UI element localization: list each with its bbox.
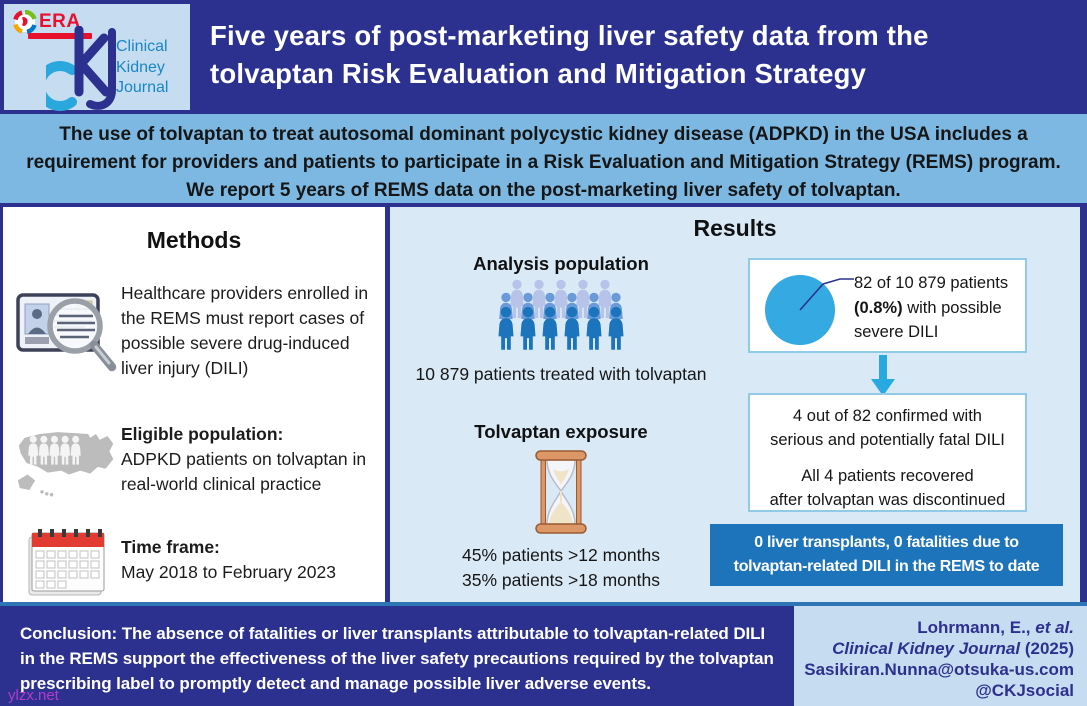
main-content: Methods xyxy=(0,207,1087,602)
methods-panel: Methods xyxy=(0,207,390,602)
dili-line1: 82 of 10 879 patients xyxy=(854,274,1009,292)
confirmed-line: 4 out of 82 confirmed with xyxy=(793,407,982,425)
page-title-line2: tolvaptan Risk Evaluation and Mitigation… xyxy=(210,58,867,89)
method-item-body: ADPKD patients on tolvaptan in real-worl… xyxy=(121,449,367,494)
method-item-body: Healthcare providers enrolled in the REM… xyxy=(121,283,369,378)
citation-year: (2025) xyxy=(1020,639,1074,658)
pie-chart-icon xyxy=(750,260,854,351)
population-crowd-icon xyxy=(498,279,624,350)
method-item-lead: Time frame: xyxy=(121,537,220,557)
calendar-icon xyxy=(13,525,121,599)
method-item-lead: Eligible population: xyxy=(121,424,284,444)
study-summary: The use of tolvaptan to treat autosomal … xyxy=(0,114,1087,207)
results-middle-column: Analysis population 10 879 patients trea… xyxy=(400,253,722,592)
zero-outcomes-box: 0 liver transplants, 0 fatalities due to… xyxy=(710,524,1063,586)
journal-logo: ERA Clinical Kidney Journal xyxy=(0,0,194,114)
dili-line3: severe DILI xyxy=(854,323,939,341)
conclusion-box: Conclusion: The absence of fatalities or… xyxy=(0,606,794,706)
report-review-magnifier-icon xyxy=(13,278,121,374)
header: ERA Clinical Kidney Journal Five years o… xyxy=(0,0,1087,114)
exposure-line: 45% patients >12 months xyxy=(462,545,660,565)
era-swirl-icon xyxy=(13,10,37,34)
method-item-timeframe: Time frame: May 2018 to February 2023 xyxy=(3,525,385,599)
citation-social-handle: @CKJsocial xyxy=(975,681,1074,700)
confirmed-line: All 4 patients recovered xyxy=(801,467,974,485)
exposure-line: 35% patients >18 months xyxy=(462,569,660,590)
down-arrow-icon xyxy=(871,355,895,396)
analysis-population-title: Analysis population xyxy=(473,253,649,274)
dili-line2-rest: with possible xyxy=(902,298,1002,317)
method-item-text: Time frame: May 2018 to February 2023 xyxy=(121,525,336,585)
journal-name-line: Journal xyxy=(116,79,169,96)
method-item-text: Eligible population: ADPKD patients on to… xyxy=(121,419,381,497)
confirmed-line: after tolvaptan was discontinued xyxy=(769,490,1006,509)
confirmed-line: serious and potentially fatal DILI xyxy=(770,430,1005,449)
page-title-line1: Five years of post-marketing liver safet… xyxy=(210,20,929,51)
era-society-logo: ERA xyxy=(13,10,81,34)
journal-name-line: Clinical xyxy=(116,38,168,55)
usa-map-population-icon xyxy=(13,419,121,505)
title-banner: Five years of post-marketing liver safet… xyxy=(194,0,1087,114)
citation-journal-name: Clinical Kidney Journal xyxy=(832,639,1021,658)
possible-dili-box: 82 of 10 879 patients (0.8%) with possib… xyxy=(748,258,1027,353)
ckj-logo-icon xyxy=(46,26,116,111)
hourglass-icon xyxy=(535,450,587,534)
tolvaptan-exposure-title: Tolvaptan exposure xyxy=(474,421,648,442)
analysis-population-caption: 10 879 patients treated with tolvaptan xyxy=(415,364,707,384)
citation-authors-text: Lohrmann, E., xyxy=(917,618,1036,637)
citation-etal: et al. xyxy=(1035,618,1074,637)
era-banner xyxy=(28,33,92,39)
results-heading: Results xyxy=(693,215,777,241)
method-item-reporting: Healthcare providers enrolled in the REM… xyxy=(3,278,385,381)
results-panel: Results Analysis population 10 879 patie… xyxy=(390,207,1087,602)
citation-email: Sasikiran.Nunna@otsuka-us.com xyxy=(804,660,1074,679)
dili-line2: (0.8%) with possible xyxy=(854,296,1008,321)
watermark: ylzx.net xyxy=(8,687,59,704)
journal-name-line: Kidney xyxy=(116,58,165,76)
journal-name: Clinical Kidney Journal xyxy=(116,37,168,99)
dili-percent: (0.8%) xyxy=(854,298,903,317)
zero-outcomes-line: 0 liver transplants, 0 fatalities due to xyxy=(754,534,1019,551)
possible-dili-text: 82 of 10 879 patients (0.8%) with possib… xyxy=(854,260,1008,351)
footer: Conclusion: The absence of fatalities or… xyxy=(0,602,1087,706)
method-item-body: May 2018 to February 2023 xyxy=(121,562,336,582)
citation-authors: Lohrmann, E., et al. xyxy=(800,617,1074,638)
era-wordmark: ERA xyxy=(39,11,81,32)
method-item-text: Healthcare providers enrolled in the REM… xyxy=(121,278,381,381)
citation-journal: Clinical Kidney Journal (2025) xyxy=(800,638,1074,659)
zero-outcomes-line: tolvaptan-related DILI in the REMS to da… xyxy=(733,558,1040,575)
methods-heading: Methods xyxy=(146,227,242,253)
confirmed-dili-box: 4 out of 82 confirmed with serious and p… xyxy=(748,393,1027,512)
exposure-stats: 45% patients >12 months 35% patients >18… xyxy=(400,543,722,592)
method-item-population: Eligible population: ADPKD patients on to… xyxy=(3,419,385,505)
citation-box: Lohrmann, E., et al. Clinical Kidney Jou… xyxy=(794,606,1087,706)
